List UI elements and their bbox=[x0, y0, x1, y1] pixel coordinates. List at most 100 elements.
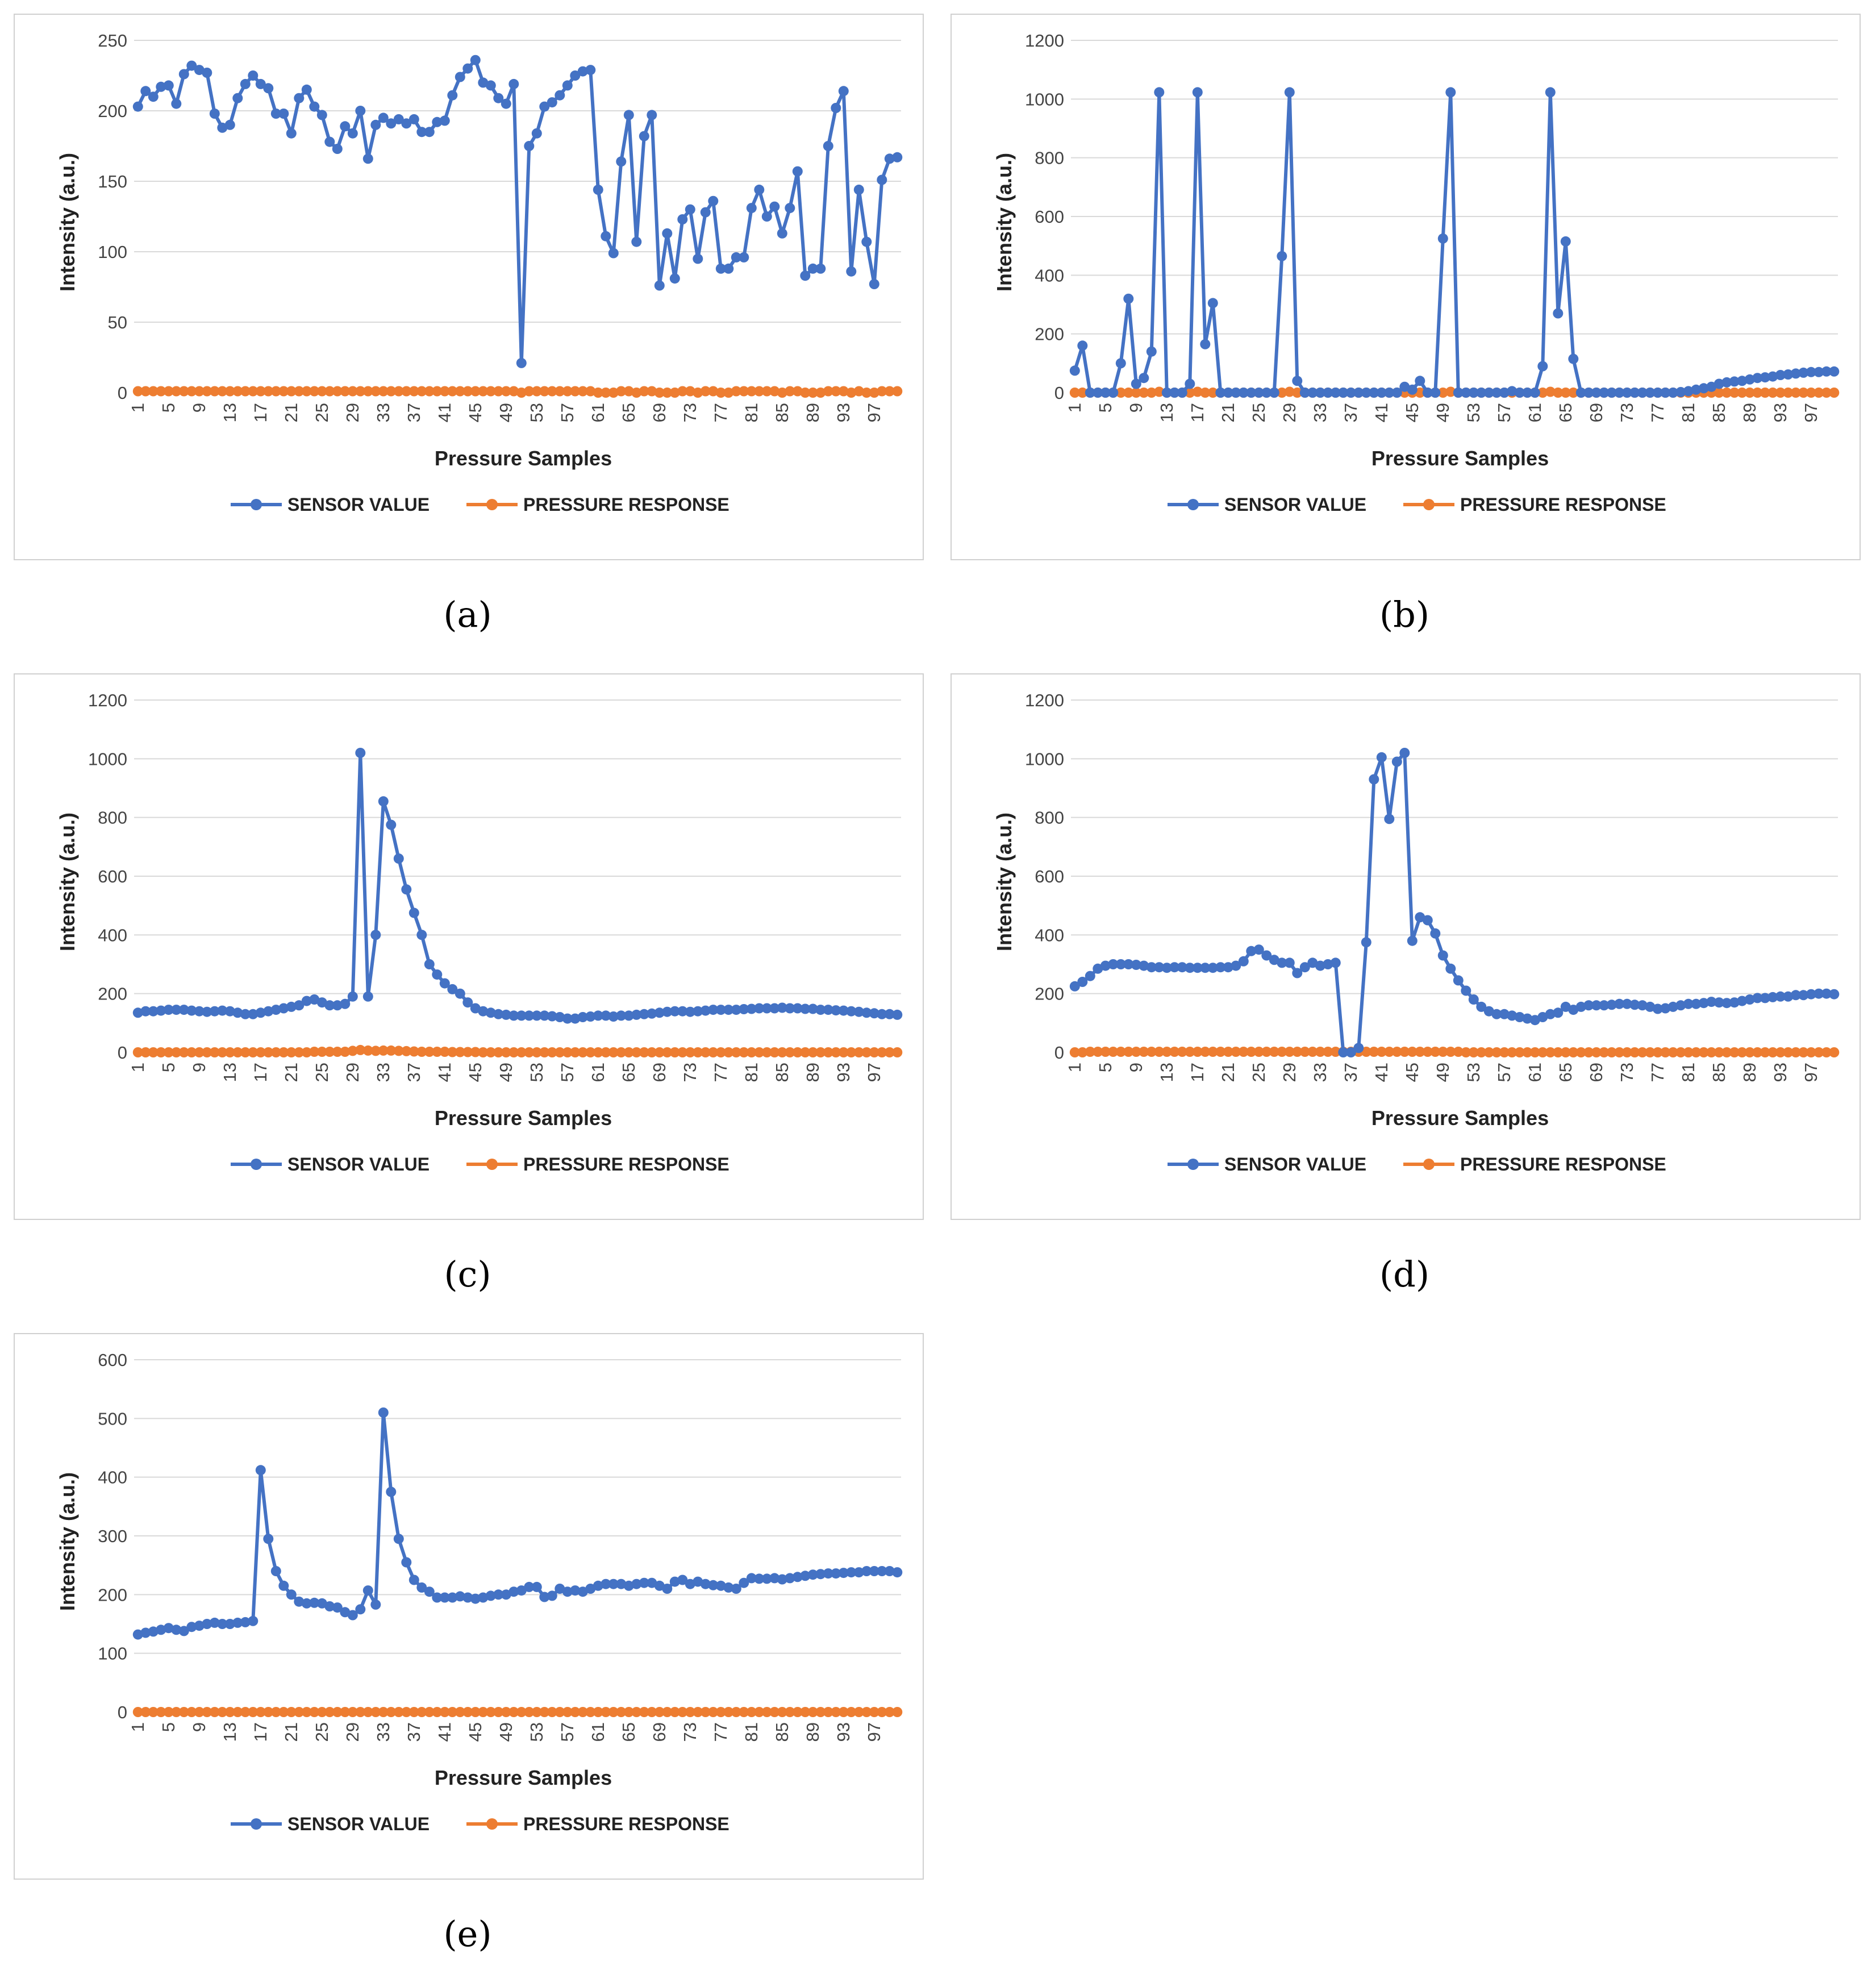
data-point bbox=[585, 1584, 596, 1594]
data-point bbox=[1568, 1005, 1579, 1015]
caption-e: (e) bbox=[443, 1913, 492, 1955]
data-point bbox=[370, 386, 381, 397]
data-point bbox=[693, 1006, 703, 1017]
y-tick-label: 600 bbox=[98, 867, 127, 886]
data-point bbox=[501, 1589, 511, 1600]
data-point bbox=[577, 1012, 588, 1022]
data-point bbox=[1453, 975, 1464, 986]
data-point bbox=[1537, 1047, 1548, 1057]
data-point bbox=[447, 984, 458, 994]
data-point bbox=[746, 1573, 757, 1584]
data-point bbox=[478, 1006, 489, 1017]
data-point bbox=[1514, 1012, 1525, 1022]
data-point bbox=[1614, 388, 1625, 398]
data-point bbox=[148, 1006, 159, 1017]
y-tick-label: 800 bbox=[98, 808, 127, 828]
data-point bbox=[654, 1580, 665, 1591]
data-point bbox=[1246, 946, 1257, 956]
data-point bbox=[301, 1598, 312, 1609]
data-point bbox=[884, 1566, 895, 1576]
x-tick-label: 45 bbox=[465, 1722, 485, 1742]
data-point bbox=[362, 1585, 373, 1596]
x-tick-label: 25 bbox=[1249, 403, 1269, 422]
data-point bbox=[1384, 814, 1395, 824]
data-point bbox=[1667, 388, 1678, 398]
x-tick-label: 81 bbox=[741, 1063, 761, 1082]
data-point bbox=[807, 263, 818, 274]
data-point bbox=[1645, 1047, 1656, 1057]
x-tick-label: 61 bbox=[588, 1063, 608, 1082]
data-point bbox=[316, 1707, 327, 1717]
data-point bbox=[1146, 346, 1157, 357]
data-point bbox=[585, 1011, 596, 1022]
data-point bbox=[378, 113, 389, 123]
data-point bbox=[217, 122, 228, 133]
data-point bbox=[1253, 1047, 1264, 1057]
data-point bbox=[255, 1007, 266, 1018]
data-point bbox=[785, 1707, 795, 1717]
data-point bbox=[524, 1010, 535, 1021]
legend-label: PRESSURE RESPONSE bbox=[523, 1154, 729, 1174]
data-point bbox=[715, 1005, 726, 1015]
data-point bbox=[393, 853, 404, 864]
data-point bbox=[807, 1707, 818, 1717]
data-point bbox=[593, 1707, 603, 1717]
data-point bbox=[723, 1047, 734, 1057]
data-point bbox=[1591, 1000, 1602, 1011]
y-tick-label: 200 bbox=[98, 1585, 127, 1605]
data-point bbox=[1737, 1047, 1748, 1057]
data-point bbox=[1177, 962, 1187, 973]
data-point bbox=[362, 153, 373, 164]
data-point bbox=[708, 1707, 719, 1717]
data-point bbox=[332, 1707, 343, 1717]
data-point bbox=[485, 1007, 496, 1018]
data-point bbox=[547, 386, 557, 397]
x-tick-label: 89 bbox=[1740, 1063, 1760, 1082]
data-point bbox=[1361, 937, 1371, 948]
data-point bbox=[1652, 1003, 1663, 1014]
data-point bbox=[493, 1047, 504, 1057]
data-point bbox=[462, 1592, 473, 1603]
data-point bbox=[723, 1005, 734, 1015]
data-point bbox=[255, 1707, 266, 1717]
data-point bbox=[209, 109, 220, 119]
data-point bbox=[1407, 384, 1418, 395]
data-point bbox=[531, 386, 542, 397]
data-point bbox=[240, 1617, 251, 1627]
data-point bbox=[393, 1707, 404, 1717]
data-point bbox=[1146, 962, 1157, 973]
data-point bbox=[1261, 388, 1272, 398]
data-point bbox=[301, 996, 312, 1006]
data-point bbox=[1491, 1009, 1502, 1019]
y-tick-label: 1000 bbox=[1025, 749, 1064, 769]
data-point bbox=[623, 110, 634, 120]
data-point bbox=[1499, 1047, 1510, 1057]
x-tick-label: 9 bbox=[1126, 1063, 1146, 1072]
data-point bbox=[386, 386, 397, 397]
y-tick-label: 0 bbox=[1054, 1043, 1064, 1063]
data-point bbox=[869, 1047, 879, 1057]
data-point bbox=[785, 1003, 795, 1014]
data-point bbox=[286, 1047, 297, 1057]
data-point bbox=[524, 386, 535, 397]
data-point bbox=[831, 1568, 841, 1579]
data-point bbox=[815, 263, 826, 274]
data-point bbox=[884, 1047, 895, 1057]
data-point bbox=[408, 114, 419, 124]
data-point bbox=[194, 1621, 205, 1631]
data-point bbox=[408, 907, 419, 918]
data-point bbox=[593, 1580, 603, 1591]
data-point bbox=[424, 386, 435, 397]
data-point bbox=[439, 386, 450, 397]
legend-marker bbox=[251, 1159, 262, 1170]
legend-label: SENSOR VALUE bbox=[287, 1154, 430, 1174]
data-point bbox=[1606, 388, 1617, 398]
data-point bbox=[1330, 957, 1341, 968]
data-point bbox=[1599, 388, 1610, 398]
data-point bbox=[278, 1003, 289, 1014]
data-point bbox=[677, 1707, 688, 1717]
data-point bbox=[1821, 1047, 1832, 1057]
data-point bbox=[1238, 1047, 1249, 1057]
data-point bbox=[1798, 1047, 1809, 1057]
data-point bbox=[662, 1707, 673, 1717]
